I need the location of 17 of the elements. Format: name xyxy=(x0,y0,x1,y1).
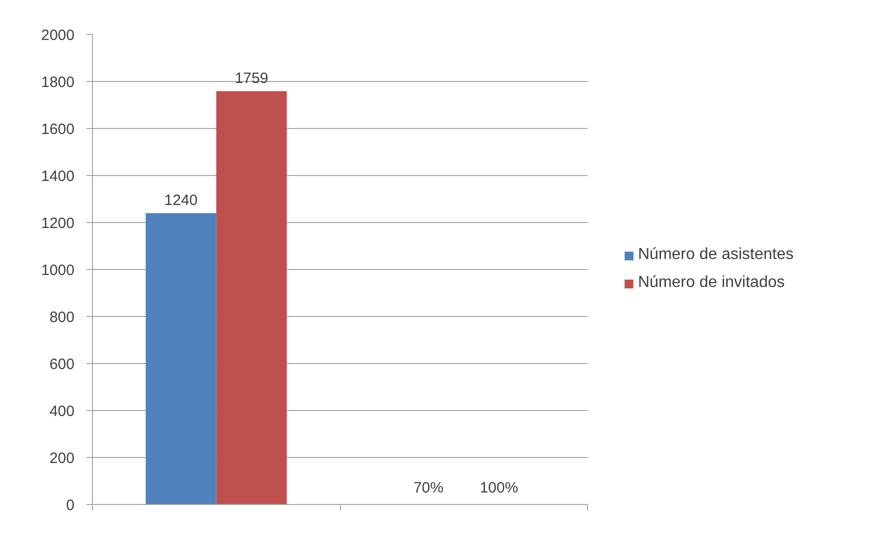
y-tick-label: 0 xyxy=(66,497,74,514)
y-tick-label: 800 xyxy=(49,309,75,326)
legend-label: Número de invitados xyxy=(638,274,785,292)
data-label: 1240 xyxy=(164,192,198,210)
y-tick-label: 400 xyxy=(49,403,75,420)
data-label: 1759 xyxy=(234,70,268,88)
legend-label: Número de asistentes xyxy=(638,246,794,264)
y-tick-label: 2000 xyxy=(41,27,75,44)
y-tick-label: 600 xyxy=(49,356,75,373)
y-tick-label: 1800 xyxy=(41,74,75,91)
y-tick-label: 1200 xyxy=(41,215,75,232)
data-label: 70% xyxy=(413,479,444,496)
y-tick-label: 1400 xyxy=(41,168,75,185)
y-tick-label: 1000 xyxy=(41,262,75,279)
y-tick-label: 200 xyxy=(49,450,75,467)
data-label: 100% xyxy=(480,479,518,496)
y-tick-label: 1600 xyxy=(41,121,75,138)
